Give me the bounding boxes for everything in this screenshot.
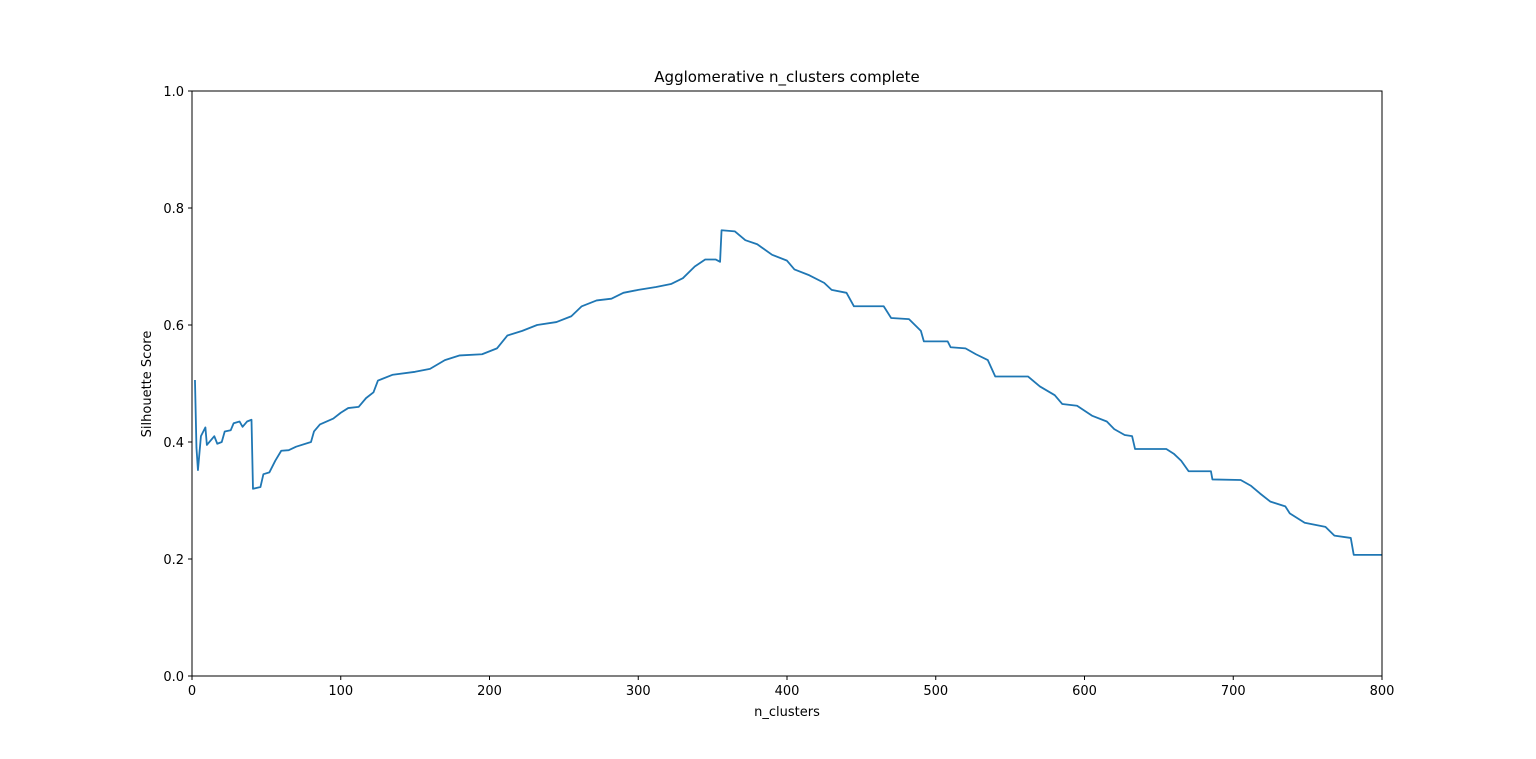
x-tick-label: 400 <box>775 684 800 699</box>
x-tick-label: 300 <box>626 684 651 699</box>
plot-frame <box>191 90 1383 677</box>
data-line <box>194 229 1382 556</box>
x-axis-label: n_clusters <box>754 705 820 720</box>
x-tick-label: 200 <box>477 684 502 699</box>
x-tick-label: 700 <box>1221 684 1246 699</box>
x-tick-label: 800 <box>1370 684 1395 699</box>
y-tick-label: 0.8 <box>163 202 184 217</box>
y-tick-label: 0.6 <box>163 319 184 334</box>
x-tick-label: 0 <box>188 684 196 699</box>
y-tick-label: 1.0 <box>163 85 184 100</box>
x-tick-label: 500 <box>923 684 948 699</box>
y-tick-label: 0.0 <box>163 670 184 685</box>
y-axis-label: Silhouette Score <box>140 331 155 438</box>
chart-title: Agglomerative n_clusters complete <box>654 68 919 87</box>
y-tick-label: 0.2 <box>163 553 184 568</box>
x-tick-label: 600 <box>1072 684 1097 699</box>
x-tick-label: 100 <box>328 684 353 699</box>
y-tick-label: 0.4 <box>163 436 184 451</box>
